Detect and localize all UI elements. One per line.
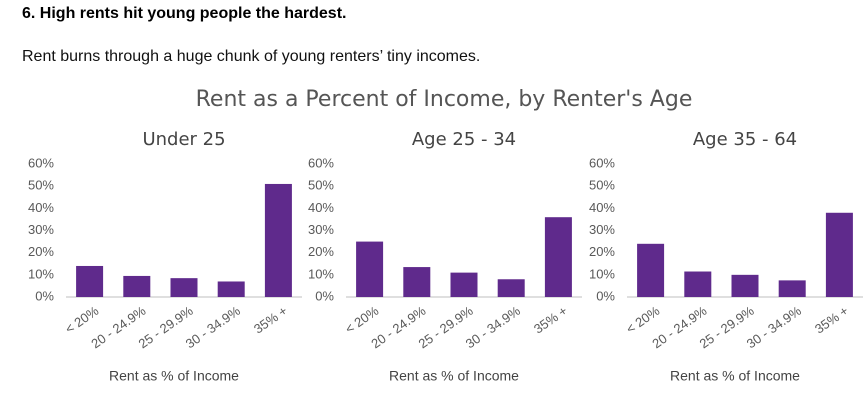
- x-axis-label: Rent as % of Income: [670, 368, 800, 384]
- bar: [76, 265, 104, 297]
- figure-title: Rent as a Percent of Income, by Renter's…: [196, 87, 693, 112]
- y-tick-label: 30%: [589, 222, 615, 237]
- y-tick-label: 10%: [28, 266, 54, 281]
- bar: [264, 183, 292, 297]
- x-tick-label: < 20%: [342, 303, 381, 337]
- x-axis-label: Rent as % of Income: [389, 368, 519, 384]
- bar: [123, 275, 151, 297]
- y-tick-label: 20%: [589, 244, 615, 259]
- x-tick-label: < 20%: [623, 303, 662, 337]
- x-tick-label: 35% +: [812, 303, 851, 337]
- y-tick-label: 0%: [596, 288, 615, 303]
- y-tick-label: 10%: [589, 266, 615, 281]
- bar: [731, 274, 759, 297]
- y-tick-label: 20%: [308, 244, 334, 259]
- y-tick-label: 50%: [589, 178, 615, 193]
- y-tick-label: 40%: [308, 200, 334, 215]
- bar: [497, 279, 525, 297]
- y-tick-label: 30%: [308, 222, 334, 237]
- bar: [170, 278, 198, 297]
- bar: [356, 241, 384, 297]
- y-tick-label: 50%: [308, 178, 334, 193]
- panel-title: Under 25: [142, 129, 225, 150]
- y-tick-label: 40%: [589, 200, 615, 215]
- panel-title: Age 35 - 64: [693, 129, 797, 150]
- x-tick-label: < 20%: [62, 303, 101, 337]
- y-tick-label: 30%: [28, 222, 54, 237]
- x-tick-label: 35% +: [531, 303, 570, 337]
- y-tick-label: 60%: [589, 155, 615, 170]
- y-tick-label: 0%: [315, 288, 334, 303]
- bar: [217, 281, 245, 297]
- y-tick-label: 50%: [28, 178, 54, 193]
- bar: [825, 212, 853, 297]
- heading: 6. High rents hit young people the harde…: [22, 5, 346, 22]
- y-tick-label: 20%: [28, 244, 54, 259]
- bar: [684, 271, 712, 297]
- y-tick-label: 10%: [308, 266, 334, 281]
- panel-title: Age 25 - 34: [412, 129, 516, 150]
- y-tick-label: 0%: [35, 288, 54, 303]
- y-tick-label: 60%: [308, 155, 334, 170]
- bar: [544, 217, 572, 297]
- bar: [637, 243, 665, 297]
- y-tick-label: 40%: [28, 200, 54, 215]
- bar: [403, 267, 431, 297]
- bar: [778, 280, 806, 297]
- y-tick-label: 60%: [28, 155, 54, 170]
- bar: [450, 272, 478, 297]
- x-axis-label: Rent as % of Income: [109, 368, 239, 384]
- x-tick-label: 35% +: [251, 303, 290, 337]
- intro: Rent burns through a huge chunk of young…: [22, 48, 480, 65]
